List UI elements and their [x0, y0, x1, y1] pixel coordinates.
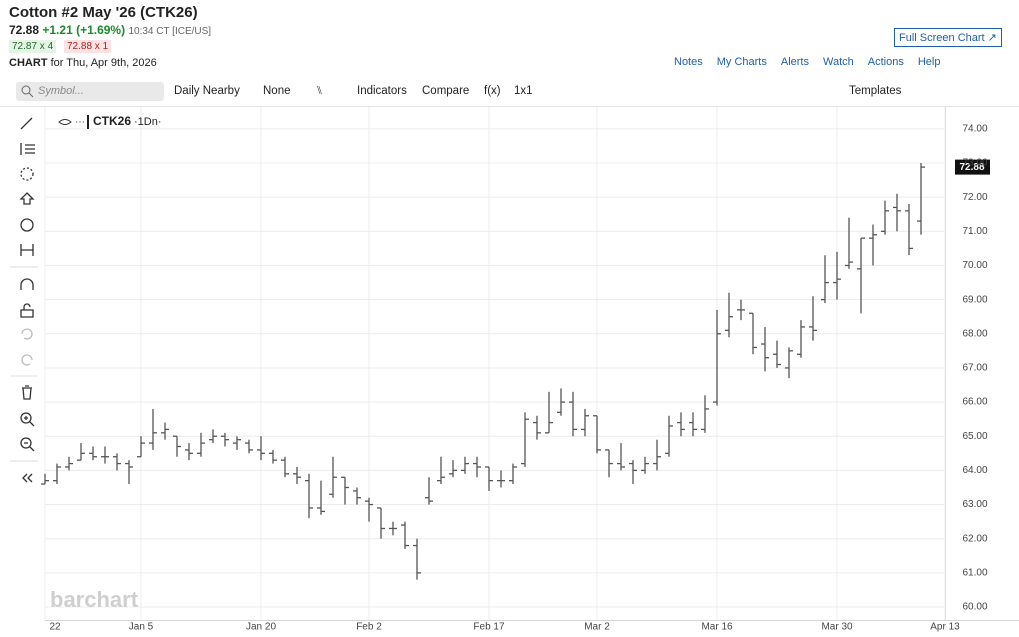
my-charts-link[interactable]: My Charts [716, 56, 767, 68]
templates-button[interactable]: Templates [849, 85, 902, 97]
y-tick-label: 69.00 [962, 294, 987, 305]
tool-redo[interactable] [21, 354, 33, 366]
tool-measure[interactable] [20, 244, 34, 256]
tool-collapse[interactable] [22, 473, 33, 483]
bar-type-menu[interactable]: ⑊ [316, 85, 323, 97]
x-tick-label: Jan 20 [246, 622, 276, 633]
watch-link[interactable]: Watch [823, 56, 854, 68]
fx-button[interactable]: f(x) [484, 85, 501, 97]
tool-note[interactable] [20, 218, 34, 232]
alerts-link[interactable]: Alerts [780, 56, 809, 68]
change: +1.21 (+1.69%) [42, 23, 126, 37]
y-tick-label: 72.00 [962, 192, 987, 203]
tool-fib[interactable] [20, 143, 35, 155]
notes-link[interactable]: Notes [674, 56, 703, 68]
y-tick-label: 61.00 [962, 568, 987, 579]
y-tick-label: 65.00 [962, 431, 987, 442]
actions-link[interactable]: Actions [867, 56, 904, 68]
y-tick-label: 68.00 [962, 328, 987, 339]
symbol-title: Cotton #2 May '26 (CTK26) [9, 4, 198, 21]
x-tick-label: Mar 16 [701, 622, 733, 633]
tool-shape[interactable] [20, 167, 34, 181]
y-tick-label: 66.00 [962, 397, 987, 408]
watermark: barchart [50, 587, 139, 612]
compare-button[interactable]: Compare [422, 85, 470, 97]
tool-line[interactable] [20, 117, 33, 130]
legend-color [87, 115, 89, 129]
symbol-placeholder: Symbol... [38, 85, 84, 97]
layout-menu[interactable]: 1x1 [514, 85, 533, 97]
compare-menu[interactable]: None [263, 85, 291, 97]
y-tick-label: 60.00 [962, 602, 987, 613]
tool-zoom-out[interactable] [20, 437, 32, 449]
x-tick-label: Apr 13 [930, 622, 960, 633]
bars [41, 163, 925, 580]
x-tick-label: Mar 2 [584, 622, 610, 633]
full-screen-text: Full Screen Chart [899, 32, 985, 44]
sidebar [19, 117, 35, 483]
x-tick-label: Jan 5 [129, 622, 154, 633]
y-tick-label: 67.00 [962, 363, 987, 374]
y-tick-label: 71.00 [962, 226, 987, 237]
bid: 72.87 x 4 [9, 40, 57, 53]
chart-heading: CHART for Thu, Apr 9th, 2026 [9, 57, 157, 69]
y-tick-label: 70.00 [962, 260, 987, 271]
x-tick-label: Feb 17 [473, 622, 505, 633]
tool-delete[interactable] [22, 385, 32, 400]
last-price-box [955, 159, 990, 175]
y-tick-label: 64.00 [962, 465, 987, 476]
tool-undo[interactable] [21, 328, 33, 340]
indicators-menu[interactable]: Indicators [357, 85, 407, 97]
period-menu[interactable]: Daily Nearby [174, 85, 240, 97]
last-price-label: 72.88 [959, 162, 984, 173]
quote-time: 10:34 CT [ICE/US] [128, 26, 212, 37]
y-tick-label: 73.00 [962, 158, 987, 169]
tool-lock[interactable] [20, 303, 34, 318]
search-icon [21, 85, 34, 98]
legend-dots: ··· [75, 117, 85, 128]
legend-symbol: CTK26 [93, 114, 131, 128]
header-links: Notes My Charts Alerts Watch Actions Hel… [674, 56, 940, 68]
x-tick-label: Feb 2 [356, 622, 382, 633]
chart-label: CHART [9, 57, 48, 69]
chart-date: for Thu, Apr 9th, 2026 [50, 57, 157, 69]
legend-interval: ·1Dn· [134, 116, 162, 128]
ask: 72.88 x 1 [64, 40, 112, 53]
tool-zoom-in[interactable] [20, 412, 32, 424]
eye-icon[interactable] [58, 119, 72, 125]
full-screen-button[interactable]: Full Screen Chart ↗ [894, 28, 1002, 47]
help-link[interactable]: Help [917, 56, 941, 68]
symbol-search[interactable]: Symbol... [16, 82, 164, 101]
grid [44, 107, 946, 620]
tool-magnet[interactable] [20, 278, 34, 290]
y-tick-label: 63.00 [962, 499, 987, 510]
x-tick-label: 22 [49, 622, 61, 633]
x-tick-label: Mar 30 [821, 622, 853, 633]
price: 72.88 [9, 23, 40, 37]
quote-line: 72.88 +1.21 (+1.69%) 10:34 CT [ICE/US] [9, 23, 211, 37]
y-tick-label: 62.00 [962, 533, 987, 544]
y-tick-label: 74.00 [962, 123, 987, 134]
tool-arrow[interactable] [19, 192, 35, 205]
